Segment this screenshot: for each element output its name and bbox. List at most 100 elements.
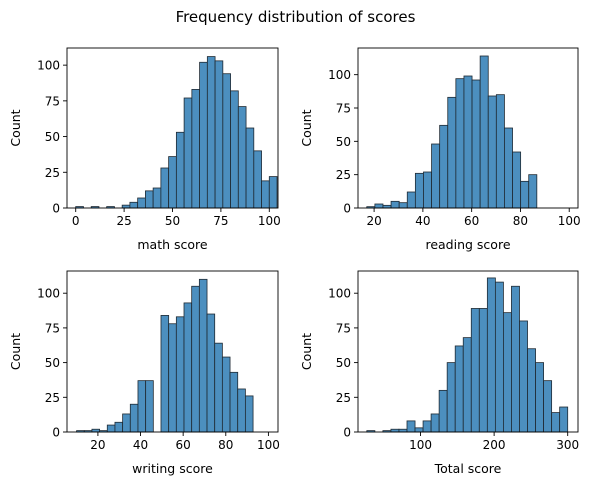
x-tick: 80	[218, 432, 233, 452]
x-tick-label: 300	[556, 438, 579, 452]
y-tick: 0	[343, 202, 358, 216]
y-tick: 25	[336, 168, 358, 182]
y-tick: 0	[52, 426, 67, 440]
histogram-bar	[106, 424, 116, 433]
y-axis-label: Count	[8, 109, 23, 146]
y-tick: 0	[343, 426, 358, 440]
y-tick-label: 0	[52, 426, 60, 440]
x-tick-label: 100	[409, 438, 432, 452]
y-tick: 100	[328, 287, 358, 301]
histogram-bar	[494, 281, 504, 433]
histogram-bar	[175, 131, 185, 209]
x-tick-label: 80	[218, 438, 233, 452]
y-tick-label: 100	[328, 68, 351, 82]
y-tick-label: 75	[45, 321, 60, 335]
histogram-bar	[455, 78, 465, 209]
x-tick-label: 75	[213, 214, 228, 228]
x-tick-label: 100	[258, 214, 281, 228]
x-tick-label: 40	[415, 214, 430, 228]
histogram-bar	[244, 395, 254, 433]
histogram-bar	[237, 388, 246, 433]
x-tick-label: 100	[257, 438, 280, 452]
x-tick: 100	[558, 208, 581, 228]
figure-title: Frequency distribution of scores	[175, 8, 416, 26]
histogram-bar	[471, 79, 481, 209]
histogram-bar	[214, 342, 223, 433]
histogram-bar	[446, 362, 456, 433]
histogram-bar	[462, 337, 472, 433]
histogram-bar	[511, 285, 520, 433]
histogram-bar	[198, 278, 208, 433]
histogram-bar	[439, 124, 449, 209]
x-tick: 60	[176, 432, 191, 452]
histogram-bar	[253, 150, 262, 209]
x-tick-label: 100	[558, 214, 581, 228]
histogram-bar	[423, 171, 432, 209]
histogram-bar	[145, 380, 154, 433]
x-tick: 100	[409, 432, 432, 452]
histogram-bar	[447, 96, 457, 209]
histogram-bar	[129, 201, 139, 209]
histogram-bar	[551, 412, 561, 433]
histogram-bar	[230, 90, 239, 209]
x-tick-label: 20	[366, 214, 381, 228]
x-tick: 20	[90, 432, 106, 452]
x-tick-label: 40	[133, 438, 148, 452]
histogram-bar	[543, 380, 553, 433]
y-tick-label: 0	[343, 202, 351, 216]
y-tick: 50	[45, 130, 67, 144]
histogram-bar	[431, 143, 441, 209]
y-tick-label: 0	[343, 426, 351, 440]
axes-frame	[66, 270, 279, 433]
histogram-bar	[122, 413, 131, 433]
x-tick: 40	[415, 208, 431, 228]
histogram-bar	[438, 389, 448, 433]
x-tick-label: 80	[513, 214, 528, 228]
y-tick: 75	[336, 321, 358, 335]
histogram-bar	[398, 202, 408, 209]
x-tick: 80	[513, 208, 528, 228]
y-tick-label: 25	[336, 168, 351, 182]
y-tick: 100	[37, 287, 67, 301]
y-tick-label: 75	[336, 102, 351, 116]
x-tick-label: 50	[165, 214, 180, 228]
x-tick: 100	[257, 432, 280, 452]
x-tick-label: 25	[116, 214, 131, 228]
histogram-bar	[503, 312, 512, 433]
histogram-bar	[199, 61, 208, 209]
histogram-bar	[390, 200, 400, 209]
histogram-bar	[137, 197, 146, 209]
x-axis-label: math score	[137, 237, 208, 252]
y-tick: 100	[328, 68, 358, 82]
x-axis-label: Total score	[434, 461, 502, 476]
histogram-bar	[463, 75, 473, 209]
histogram-bar	[114, 421, 124, 433]
histogram-bar	[535, 362, 544, 433]
y-tick: 75	[336, 102, 358, 116]
y-tick-label: 25	[45, 166, 60, 180]
histogram-bar	[406, 420, 416, 433]
histogram-bar	[479, 55, 489, 209]
histogram-bar	[268, 176, 278, 209]
axes-frame	[357, 47, 579, 209]
histogram-bar	[470, 308, 480, 433]
y-tick-label: 100	[37, 59, 60, 73]
histogram-bar	[422, 420, 432, 433]
histogram-bar	[214, 60, 224, 209]
x-tick-label: 60	[176, 438, 191, 452]
y-tick-label: 100	[37, 287, 60, 301]
y-tick: 50	[45, 356, 67, 370]
x-tick: 200	[483, 432, 506, 452]
subplot-1: 0 25 50 75 100 0 25 50 75 100 math score Count	[8, 47, 281, 252]
x-tick: 100	[258, 208, 281, 228]
histogram-bar	[495, 94, 505, 209]
histogram-bar	[486, 277, 496, 433]
y-tick-label: 75	[336, 321, 351, 335]
x-tick: 75	[213, 208, 229, 228]
histogram-bar	[144, 190, 154, 209]
y-tick-label: 75	[45, 94, 60, 108]
x-tick: 300	[556, 432, 579, 452]
axes-frame	[357, 270, 579, 433]
y-tick: 50	[336, 356, 358, 370]
